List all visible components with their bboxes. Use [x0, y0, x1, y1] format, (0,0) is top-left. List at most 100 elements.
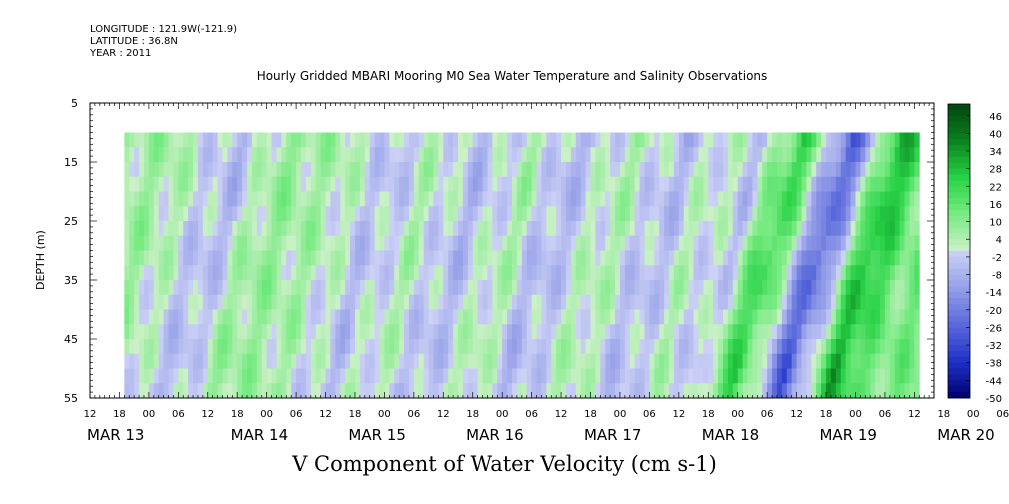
- heatmap-cell: [664, 280, 670, 296]
- heatmap-cell: [497, 265, 503, 281]
- heatmap-cell: [649, 280, 655, 296]
- heatmap-cell: [590, 383, 596, 399]
- heatmap-cell: [453, 132, 459, 148]
- heatmap-cell: [781, 162, 788, 178]
- heatmap-cell: [683, 368, 690, 384]
- heatmap-cell: [462, 309, 469, 325]
- heatmap-cell: [894, 265, 901, 281]
- heatmap-cell: [458, 368, 464, 384]
- heatmap-cell: [467, 265, 474, 281]
- heatmap-cell: [880, 368, 886, 384]
- heatmap-cell: [320, 309, 326, 325]
- heatmap-cell: [291, 132, 297, 148]
- heatmap-cell: [634, 132, 640, 148]
- heatmap-cell: [595, 132, 601, 148]
- heatmap-cell: [796, 221, 802, 237]
- heatmap-cell: [565, 368, 572, 384]
- heatmap-cell: [531, 353, 537, 369]
- heatmap-cell: [404, 353, 410, 369]
- heatmap-cell: [487, 265, 493, 281]
- heatmap-cell: [659, 221, 665, 237]
- heatmap-cell: [561, 162, 567, 178]
- heatmap-cell: [708, 206, 714, 222]
- heatmap-cell: [512, 383, 518, 399]
- heatmap-cell: [148, 324, 155, 340]
- heatmap-cell: [909, 324, 915, 340]
- heatmap-cell: [477, 383, 483, 399]
- heatmap-cell: [855, 383, 861, 399]
- heatmap-cell: [894, 250, 901, 266]
- heatmap-cell: [163, 265, 169, 281]
- heatmap-cell: [723, 132, 729, 148]
- y-tick-label: 35: [64, 274, 78, 287]
- heatmap-cell: [310, 132, 317, 148]
- heatmap-cell: [453, 250, 459, 266]
- heatmap-cell: [546, 324, 552, 340]
- heatmap-cell: [340, 368, 346, 384]
- heatmap-cell: [227, 162, 233, 178]
- heatmap-cell: [261, 235, 268, 251]
- heatmap-cell: [796, 206, 802, 222]
- heatmap-cell: [227, 309, 233, 325]
- heatmap-cell: [251, 280, 258, 296]
- heatmap-cell: [222, 206, 228, 222]
- heatmap-cell: [747, 383, 753, 399]
- heatmap-cell: [654, 147, 660, 163]
- heatmap-cell: [904, 339, 910, 355]
- heatmap-cell: [742, 280, 748, 296]
- heatmap-cell: [718, 221, 724, 237]
- heatmap-cell: [752, 265, 758, 281]
- heatmap-cell: [894, 221, 901, 237]
- heatmap-cell: [752, 280, 758, 296]
- heatmap-cell: [727, 176, 734, 192]
- heatmap-cell: [148, 250, 155, 266]
- heatmap-cell: [462, 383, 469, 399]
- heatmap-cell: [134, 339, 140, 355]
- heatmap-cell: [590, 280, 596, 296]
- heatmap-cell: [217, 221, 223, 237]
- heatmap-cell: [835, 206, 842, 222]
- heatmap-cell: [595, 339, 601, 355]
- heatmap-cell: [835, 191, 842, 207]
- heatmap-cell: [600, 280, 606, 296]
- heatmap-cell: [364, 294, 371, 310]
- heatmap-cell: [291, 280, 297, 296]
- heatmap-cell: [173, 162, 179, 178]
- heatmap-cell: [281, 162, 287, 178]
- heatmap-cell: [551, 353, 557, 369]
- heatmap-cell: [502, 280, 508, 296]
- heatmap-cell: [467, 176, 474, 192]
- heatmap-cell: [830, 235, 837, 251]
- heatmap-cell: [492, 339, 498, 355]
- heatmap-cell: [305, 353, 312, 369]
- heatmap-cell: [821, 221, 827, 237]
- heatmap-cell: [865, 132, 871, 148]
- heatmap-cell: [723, 206, 729, 222]
- heatmap-cell: [492, 324, 498, 340]
- heatmap-cell: [639, 339, 645, 355]
- heatmap-cell: [247, 265, 253, 281]
- heatmap-cell: [502, 324, 508, 340]
- heatmap-cell: [791, 235, 798, 251]
- heatmap-cell: [821, 132, 827, 148]
- heatmap-cell: [408, 162, 415, 178]
- heatmap-cell: [266, 383, 272, 399]
- heatmap-cell: [811, 280, 817, 296]
- heatmap-cell: [394, 250, 400, 266]
- heatmap-cell: [561, 368, 567, 384]
- heatmap-cell: [669, 176, 675, 192]
- heatmap-cell: [619, 309, 626, 325]
- heatmap-cell: [379, 368, 385, 384]
- heatmap-cell: [153, 280, 160, 296]
- heatmap-cell: [458, 280, 464, 296]
- heatmap-cell: [718, 324, 724, 340]
- heatmap-cell: [830, 294, 837, 310]
- heatmap-cell: [673, 147, 680, 163]
- heatmap-cell: [570, 280, 577, 296]
- heatmap-cell: [521, 353, 528, 369]
- heatmap-cell: [772, 132, 778, 148]
- heatmap-cell: [507, 280, 513, 296]
- heatmap-cell: [830, 250, 837, 266]
- heatmap-cell: [467, 147, 474, 163]
